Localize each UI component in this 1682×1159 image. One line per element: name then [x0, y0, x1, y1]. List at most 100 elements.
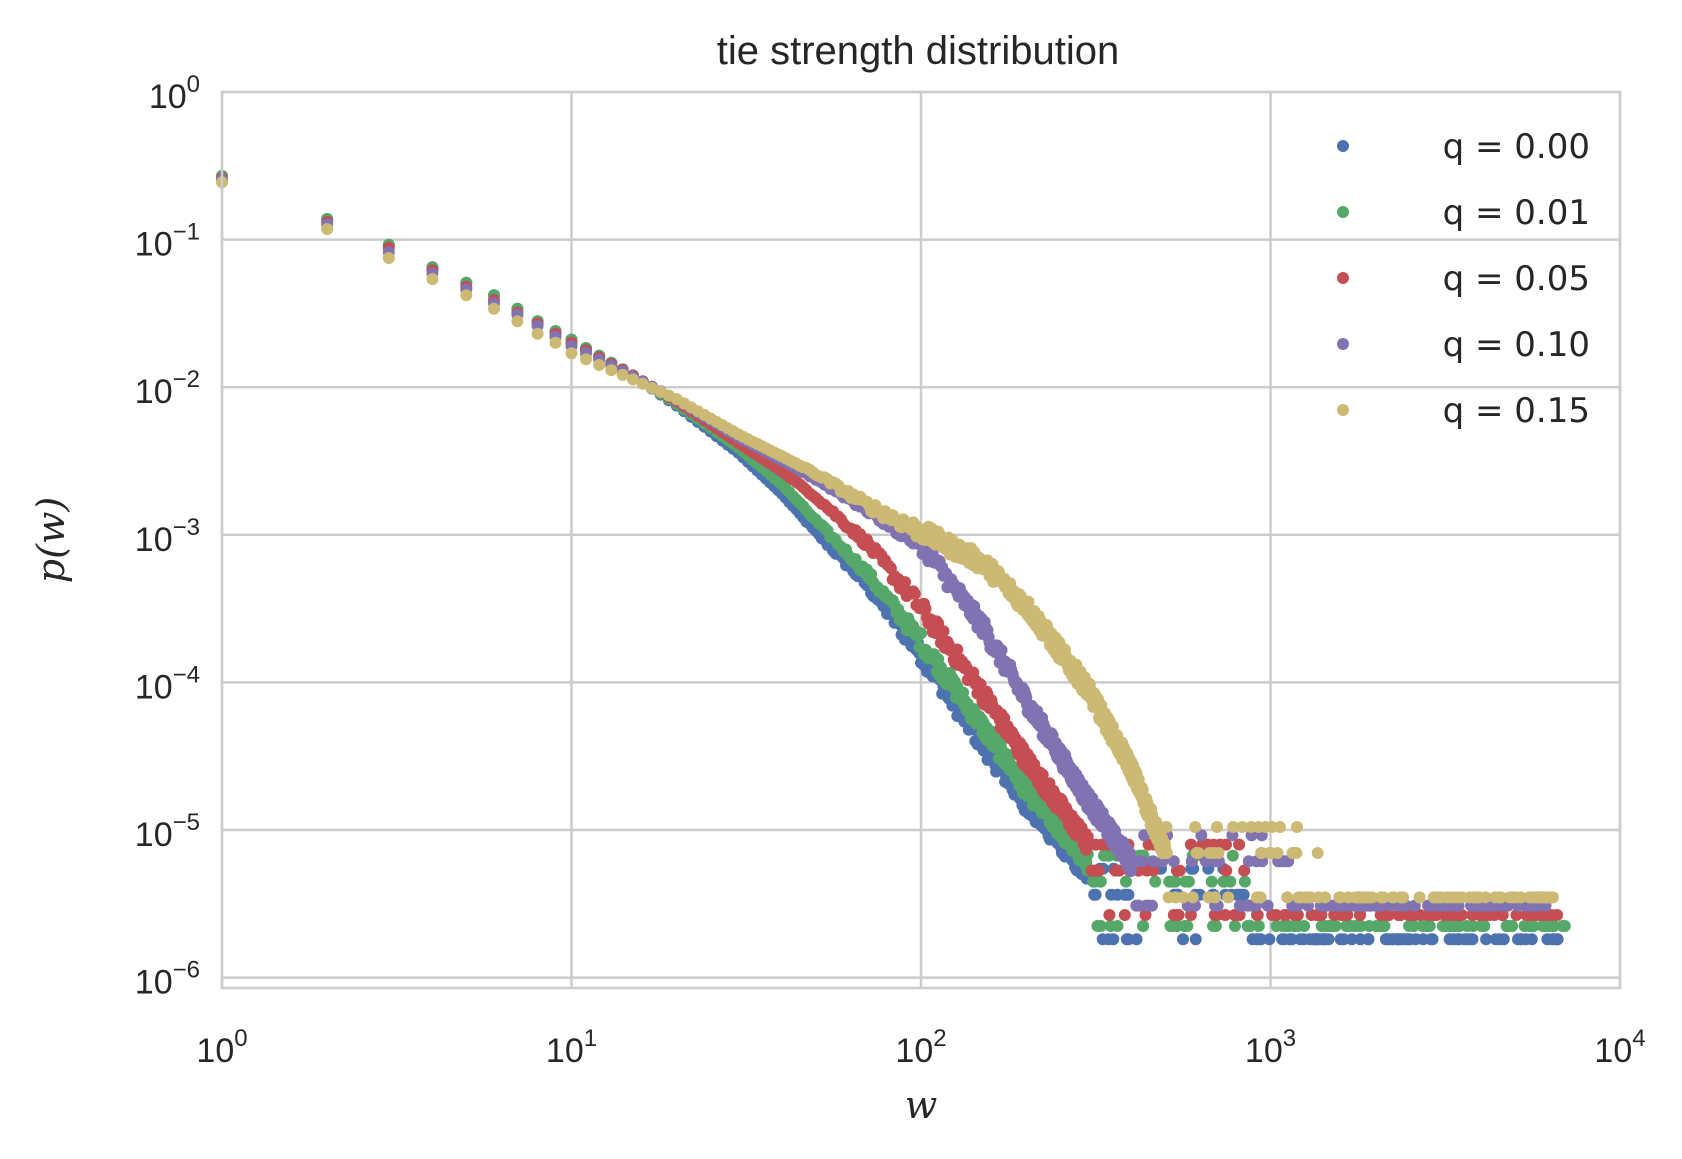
data-point — [1195, 829, 1208, 842]
data-point — [1326, 899, 1339, 912]
y-tick-label: 10−2 — [135, 366, 200, 411]
legend-marker — [1337, 206, 1349, 218]
data-point — [1118, 888, 1131, 901]
data-point — [1179, 875, 1192, 888]
data-point — [1297, 933, 1310, 946]
data-point — [531, 327, 544, 340]
data-point — [1089, 838, 1102, 851]
data-point — [1431, 891, 1444, 904]
x-tick-label: 101 — [546, 1025, 597, 1070]
data-point — [1319, 891, 1332, 904]
data-point — [1254, 891, 1267, 904]
data-point — [1500, 920, 1513, 932]
data-point — [1103, 909, 1116, 921]
data-point — [1233, 838, 1246, 851]
data-point — [1104, 920, 1117, 932]
data-point — [1329, 920, 1342, 932]
data-point — [605, 364, 618, 377]
data-point — [1382, 909, 1395, 921]
data-points — [216, 169, 1571, 946]
y-tick-label: 100 — [149, 71, 200, 116]
data-point — [1207, 920, 1220, 932]
x-tick-label: 104 — [1594, 1025, 1645, 1070]
data-point — [1362, 933, 1375, 946]
data-point — [1527, 920, 1540, 932]
data-point — [1558, 920, 1571, 932]
data-point — [1447, 891, 1460, 904]
data-point — [488, 302, 500, 315]
data-point — [1551, 933, 1563, 946]
data-point — [1036, 768, 1049, 781]
data-point — [1292, 891, 1305, 904]
legend-label: q = 0.15 — [1443, 391, 1590, 431]
data-point — [1510, 909, 1523, 921]
data-point — [1544, 920, 1557, 932]
data-point — [1473, 891, 1486, 904]
data-point — [1497, 933, 1510, 946]
data-point — [1189, 821, 1202, 833]
data-point — [915, 627, 927, 640]
data-point — [636, 377, 649, 390]
data-point — [1391, 933, 1404, 946]
data-point — [1205, 875, 1218, 888]
data-point — [1263, 847, 1276, 859]
data-point — [1211, 909, 1224, 921]
data-point — [1270, 920, 1283, 932]
data-point — [1147, 855, 1159, 868]
data-point — [1263, 933, 1276, 946]
data-point — [1236, 821, 1249, 833]
data-point — [1120, 933, 1133, 946]
data-point — [1447, 909, 1459, 921]
data-point — [1184, 838, 1197, 851]
data-point — [1022, 595, 1035, 608]
data-point — [627, 373, 639, 386]
data-point — [1245, 821, 1258, 833]
x-tick-label: 103 — [1245, 1025, 1296, 1070]
data-point — [1177, 933, 1189, 946]
data-point — [1340, 920, 1353, 932]
data-point — [1337, 933, 1350, 946]
data-point — [951, 643, 964, 656]
data-point — [1355, 920, 1368, 932]
data-point — [1537, 891, 1550, 904]
data-point — [1357, 891, 1370, 904]
y-tick-label: 10−6 — [135, 957, 200, 1002]
data-point — [899, 576, 911, 589]
data-point — [908, 587, 921, 600]
legend: q = 0.00 q = 0.01 q = 0.05 q = 0.10 q = 0.15 — [1337, 127, 1590, 431]
data-point — [321, 223, 334, 235]
data-point — [1227, 821, 1240, 833]
y-axis-label: p(w) — [29, 497, 73, 584]
data-point — [1105, 888, 1118, 901]
y-tick-label: 10−5 — [135, 809, 200, 854]
data-point — [1426, 933, 1439, 946]
x-tick-labels: 100 101 102 103 104 — [196, 1025, 1645, 1070]
data-point — [1403, 920, 1416, 932]
data-point — [1109, 864, 1122, 877]
data-point — [1251, 909, 1263, 921]
data-point — [1475, 920, 1488, 932]
data-point — [1163, 875, 1176, 888]
data-point — [1405, 909, 1418, 921]
data-point — [1222, 891, 1235, 904]
data-point — [919, 602, 932, 615]
data-point — [1310, 933, 1323, 946]
y-tick-labels: 100 10−1 10−2 10−3 10−4 10−5 10−6 — [135, 71, 200, 1002]
data-point — [1315, 920, 1328, 932]
y-tick-label: 10−4 — [135, 661, 200, 706]
data-point — [1241, 899, 1254, 912]
data-point — [1173, 864, 1186, 877]
data-point — [1375, 891, 1388, 904]
data-point — [1285, 933, 1298, 946]
data-point — [1238, 864, 1251, 877]
data-point — [1203, 847, 1216, 859]
data-point — [995, 644, 1008, 657]
data-point — [1226, 849, 1239, 862]
data-point — [1354, 909, 1367, 921]
data-point — [593, 359, 606, 371]
data-point — [1523, 891, 1536, 904]
legend-label: q = 0.05 — [1443, 259, 1590, 299]
data-point — [1551, 909, 1564, 921]
